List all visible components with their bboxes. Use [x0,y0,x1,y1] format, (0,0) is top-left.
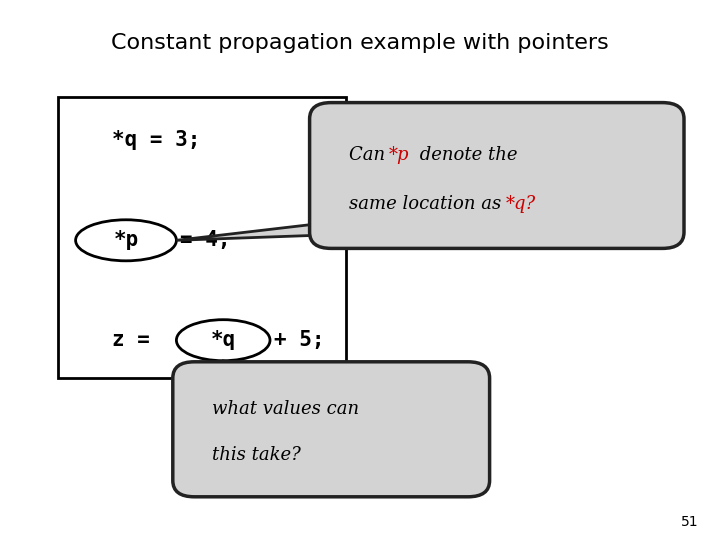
Text: *q?: *q? [506,195,536,213]
Text: what values can: what values can [212,400,359,418]
Text: *q = 3;: *q = 3; [112,130,200,151]
Polygon shape [216,361,281,378]
Ellipse shape [176,320,270,361]
Text: *q: *q [210,330,236,350]
Text: 51: 51 [681,515,698,529]
Text: this take?: this take? [212,446,301,464]
Text: = 4;: = 4; [180,230,230,251]
Text: Constant propagation example with pointers: Constant propagation example with pointe… [111,33,609,53]
Text: Can: Can [349,146,391,164]
Polygon shape [176,221,403,240]
Text: z =: z = [112,330,150,350]
Text: same location as: same location as [349,195,507,213]
Text: + 5;: + 5; [274,330,324,350]
Text: denote the: denote the [414,146,518,164]
Text: *p: *p [389,146,409,164]
FancyBboxPatch shape [58,97,346,378]
Ellipse shape [76,220,176,261]
Text: *p: *p [113,230,139,251]
FancyBboxPatch shape [173,362,490,497]
FancyBboxPatch shape [310,103,684,248]
